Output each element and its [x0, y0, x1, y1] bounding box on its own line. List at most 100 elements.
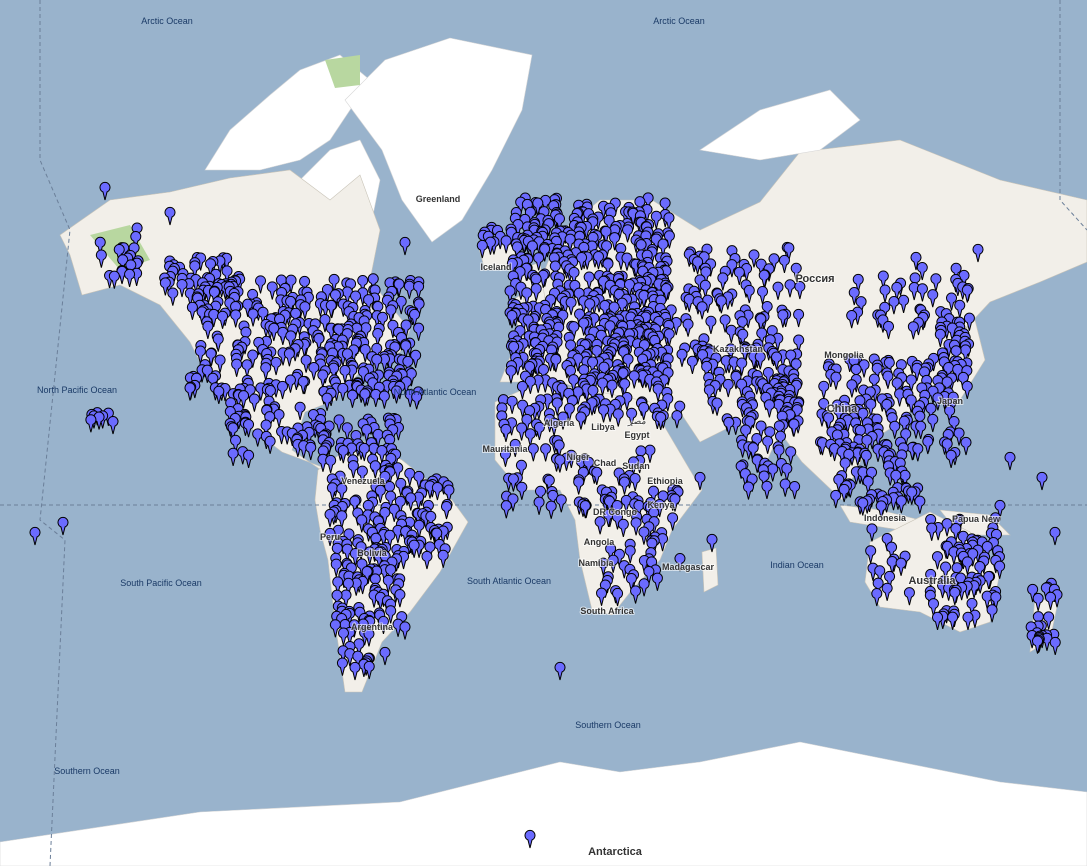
map-marker[interactable]: [205, 258, 216, 277]
map-marker[interactable]: [555, 494, 567, 513]
map-marker[interactable]: [539, 243, 551, 262]
map-marker[interactable]: [1049, 527, 1061, 546]
map-marker[interactable]: [768, 253, 780, 272]
map-marker[interactable]: [986, 604, 998, 623]
map-marker[interactable]: [578, 317, 590, 336]
map-marker[interactable]: [108, 270, 120, 289]
map-marker[interactable]: [758, 269, 770, 288]
map-marker[interactable]: [130, 231, 142, 250]
map-marker[interactable]: [722, 379, 734, 398]
map-marker[interactable]: [524, 361, 536, 380]
map-marker[interactable]: [361, 566, 373, 585]
map-marker[interactable]: [756, 327, 768, 346]
map-marker[interactable]: [676, 348, 688, 367]
map-marker[interactable]: [852, 273, 864, 293]
map-marker[interactable]: [568, 266, 580, 286]
map-marker[interactable]: [409, 308, 421, 328]
map-marker[interactable]: [925, 568, 937, 588]
map-marker[interactable]: [506, 310, 518, 329]
map-marker[interactable]: [868, 373, 880, 392]
map-marker[interactable]: [385, 304, 397, 323]
map-marker[interactable]: [963, 312, 975, 331]
map-marker[interactable]: [587, 384, 599, 404]
map-marker[interactable]: [717, 272, 729, 291]
map-marker[interactable]: [255, 275, 267, 294]
map-marker[interactable]: [592, 251, 604, 270]
map-marker[interactable]: [624, 545, 636, 564]
map-marker[interactable]: [511, 241, 523, 260]
map-marker[interactable]: [189, 260, 201, 279]
map-marker[interactable]: [663, 328, 675, 347]
map-marker[interactable]: [297, 376, 309, 395]
map-marker[interactable]: [898, 294, 910, 313]
map-marker[interactable]: [932, 392, 944, 411]
map-marker[interactable]: [535, 485, 546, 504]
map-marker[interactable]: [888, 296, 900, 315]
map-marker[interactable]: [916, 262, 928, 281]
map-marker[interactable]: [761, 480, 773, 499]
map-marker[interactable]: [260, 362, 272, 381]
map-marker[interactable]: [674, 400, 686, 419]
map-marker[interactable]: [866, 466, 878, 485]
map-marker[interactable]: [341, 348, 353, 367]
map-marker[interactable]: [898, 415, 910, 434]
map-marker[interactable]: [341, 422, 353, 441]
map-marker[interactable]: [379, 506, 391, 526]
map-marker[interactable]: [505, 365, 517, 384]
map-marker[interactable]: [349, 548, 361, 567]
map-marker[interactable]: [946, 292, 958, 311]
map-marker[interactable]: [839, 457, 851, 476]
map-marker[interactable]: [647, 485, 659, 504]
map-marker[interactable]: [818, 398, 830, 417]
map-marker[interactable]: [755, 420, 767, 439]
map-marker[interactable]: [989, 512, 1001, 531]
map-marker[interactable]: [895, 495, 907, 514]
map-marker[interactable]: [124, 268, 136, 287]
map-marker[interactable]: [230, 434, 242, 453]
map-marker[interactable]: [230, 309, 242, 328]
map-marker[interactable]: [1045, 591, 1056, 610]
map-marker[interactable]: [385, 564, 397, 583]
map-marker[interactable]: [347, 460, 359, 479]
map-marker[interactable]: [950, 523, 962, 542]
map-marker[interactable]: [400, 340, 412, 359]
map-marker[interactable]: [591, 345, 603, 364]
map-marker[interactable]: [650, 210, 662, 229]
map-marker[interactable]: [379, 647, 391, 666]
map-marker[interactable]: [1043, 611, 1055, 630]
map-marker[interactable]: [914, 495, 926, 514]
map-marker[interactable]: [634, 196, 646, 215]
map-marker[interactable]: [399, 621, 411, 640]
map-marker[interactable]: [948, 416, 960, 435]
map-marker[interactable]: [533, 252, 545, 271]
map-marker[interactable]: [909, 272, 921, 291]
map-marker[interactable]: [899, 469, 911, 488]
map-marker[interactable]: [437, 549, 449, 568]
map-marker[interactable]: [850, 363, 862, 383]
map-marker[interactable]: [865, 545, 877, 564]
map-marker[interactable]: [329, 619, 341, 638]
map-marker[interactable]: [579, 500, 591, 519]
map-marker[interactable]: [612, 408, 624, 427]
map-marker[interactable]: [608, 301, 620, 320]
map-marker[interactable]: [790, 262, 802, 281]
map-marker[interactable]: [725, 324, 737, 343]
map-marker[interactable]: [99, 182, 111, 201]
map-marker[interactable]: [413, 519, 425, 538]
map-marker[interactable]: [516, 481, 528, 500]
map-marker[interactable]: [783, 242, 795, 261]
map-marker[interactable]: [413, 322, 425, 341]
map-marker[interactable]: [29, 527, 41, 546]
map-marker[interactable]: [994, 500, 1006, 519]
map-marker[interactable]: [600, 225, 612, 245]
map-marker[interactable]: [319, 314, 331, 333]
map-marker[interactable]: [257, 306, 269, 325]
map-marker[interactable]: [247, 349, 259, 368]
map-marker[interactable]: [891, 281, 903, 301]
map-marker[interactable]: [305, 442, 317, 461]
map-marker[interactable]: [583, 456, 595, 475]
map-marker[interactable]: [912, 443, 924, 462]
map-marker[interactable]: [264, 385, 276, 404]
map-marker[interactable]: [686, 355, 698, 374]
map-marker[interactable]: [207, 372, 219, 391]
